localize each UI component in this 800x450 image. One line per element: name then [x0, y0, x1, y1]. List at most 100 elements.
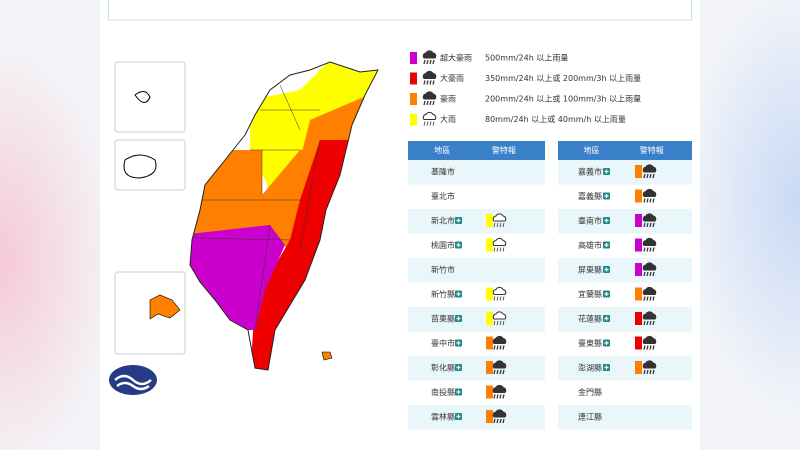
table-header	[408, 141, 545, 160]
rain-drop	[643, 345, 646, 350]
rain-drop	[426, 121, 429, 126]
rain-drop	[429, 80, 432, 85]
warning-swatch	[486, 287, 493, 301]
rain-drop	[649, 271, 652, 277]
region-name: 連江縣	[578, 412, 602, 422]
rain-drop	[643, 296, 646, 301]
rain-drop	[652, 198, 655, 203]
rain-icon	[422, 111, 437, 126]
region-name[interactable]: 屏東縣	[578, 265, 602, 275]
region-name[interactable]: 嘉義市	[578, 167, 602, 177]
rain-drop	[499, 394, 502, 399]
warning-swatch	[635, 165, 642, 178]
rain-drop	[432, 80, 435, 85]
table-row	[408, 233, 545, 258]
cloud	[492, 335, 507, 344]
region-name[interactable]: 嘉義縣	[578, 191, 602, 201]
table-row	[408, 282, 545, 307]
plus-sign	[604, 316, 609, 321]
cloud	[422, 91, 437, 100]
expand-button[interactable]	[603, 217, 610, 224]
rain-icon	[642, 262, 657, 277]
table-row	[408, 380, 545, 405]
expand-button[interactable]	[603, 168, 610, 175]
region-name[interactable]: 宜蘭縣	[578, 289, 602, 299]
expand-button[interactable]	[455, 290, 462, 298]
warning-swatch	[635, 287, 642, 301]
rain-drop	[493, 247, 496, 252]
region-name[interactable]: 花蓮縣	[578, 314, 602, 324]
region-name[interactable]: 澎湖縣	[578, 363, 602, 373]
cloud	[642, 262, 657, 271]
top-box	[108, 0, 692, 21]
region-name[interactable]: 臺南市	[578, 216, 602, 226]
header-cell: 地區	[584, 145, 600, 155]
region-name[interactable]: 彰化縣	[431, 363, 455, 373]
rain-drop	[649, 247, 652, 252]
table-row	[558, 331, 692, 356]
rain-drop	[502, 247, 505, 252]
expand-button[interactable]	[455, 217, 462, 224]
rain-drop	[496, 247, 499, 252]
header-cell: 警特報	[640, 145, 664, 155]
expand-button[interactable]	[603, 192, 610, 200]
region-name[interactable]: 南投縣	[431, 387, 455, 397]
rain-drop	[502, 394, 505, 399]
expand-button[interactable]	[455, 315, 462, 322]
table-row	[558, 209, 692, 234]
rain-icon	[492, 311, 507, 326]
rain-drop	[499, 222, 502, 228]
cloud	[422, 111, 437, 120]
region-name[interactable]: 臺東縣	[578, 338, 602, 348]
region-name[interactable]: 桃園市	[431, 240, 455, 250]
expand-button[interactable]	[603, 241, 610, 249]
rain-drop	[493, 222, 496, 228]
expand-button[interactable]	[455, 413, 462, 420]
rain-icon	[492, 213, 507, 228]
expand-button[interactable]	[455, 388, 462, 396]
expand-button[interactable]	[603, 364, 610, 371]
warning-swatch	[635, 238, 642, 252]
expand-button[interactable]	[603, 290, 610, 298]
cloud	[492, 237, 507, 246]
rain-drop	[646, 345, 649, 350]
rain-icon	[492, 286, 507, 301]
rain-drop	[423, 59, 426, 65]
table-row	[408, 209, 545, 234]
cloud	[492, 384, 507, 393]
region-name[interactable]: 苗栗縣	[431, 314, 455, 324]
rain-drop	[429, 121, 432, 126]
rain-drop	[646, 222, 649, 228]
warning-swatch	[486, 410, 493, 423]
rain-drop	[423, 100, 426, 106]
rain-drop	[649, 320, 652, 326]
plus-sign	[456, 316, 461, 321]
rain-icon	[492, 335, 507, 350]
expand-button[interactable]	[603, 266, 610, 273]
region-name[interactable]: 新竹縣	[431, 289, 455, 299]
region-name[interactable]: 臺中市	[431, 338, 455, 348]
expand-button[interactable]	[603, 339, 610, 347]
region-name[interactable]: 雲林縣	[431, 412, 455, 422]
plus-sign	[604, 194, 609, 198]
rain-icon	[492, 384, 507, 399]
expand-button[interactable]	[455, 339, 462, 347]
region-name[interactable]: 新北市	[431, 216, 455, 226]
cloud	[492, 409, 507, 418]
expand-button[interactable]	[603, 315, 610, 322]
expand-button[interactable]	[455, 241, 462, 249]
region-name[interactable]: 高雄市	[578, 240, 602, 250]
region-name: 臺北市	[431, 191, 455, 201]
expand-button[interactable]	[455, 364, 462, 371]
warning-swatch	[635, 263, 642, 276]
warning-swatch	[635, 336, 642, 350]
rain-drop	[646, 247, 649, 252]
rain-drop	[502, 296, 505, 301]
rain-icon	[642, 237, 657, 252]
legend-description: 80mm/24h 以上或 40mm/h 以上雨量	[485, 114, 626, 124]
warning-swatch	[486, 361, 493, 374]
rain-icon	[642, 164, 657, 179]
cloud	[492, 286, 507, 295]
legend-swatch	[410, 113, 417, 126]
